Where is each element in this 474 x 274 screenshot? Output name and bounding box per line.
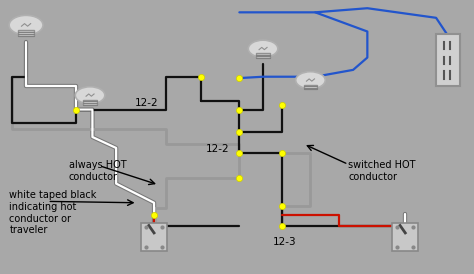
Circle shape [248,40,278,57]
FancyBboxPatch shape [83,100,97,104]
FancyBboxPatch shape [256,53,270,58]
FancyBboxPatch shape [18,30,34,36]
FancyBboxPatch shape [304,85,317,89]
Circle shape [9,15,43,35]
Text: 12-3: 12-3 [273,238,296,247]
Text: white taped black
indicating hot
conductor or
traveler: white taped black indicating hot conduct… [9,190,97,235]
Text: 12-2: 12-2 [135,98,159,108]
Text: 12-2: 12-2 [206,144,230,154]
Text: switched HOT
conductor: switched HOT conductor [348,160,416,182]
Circle shape [296,72,325,89]
FancyBboxPatch shape [436,34,460,86]
FancyBboxPatch shape [141,223,167,251]
FancyBboxPatch shape [392,223,418,251]
Text: always HOT
conductor: always HOT conductor [69,160,127,182]
Circle shape [75,87,105,104]
